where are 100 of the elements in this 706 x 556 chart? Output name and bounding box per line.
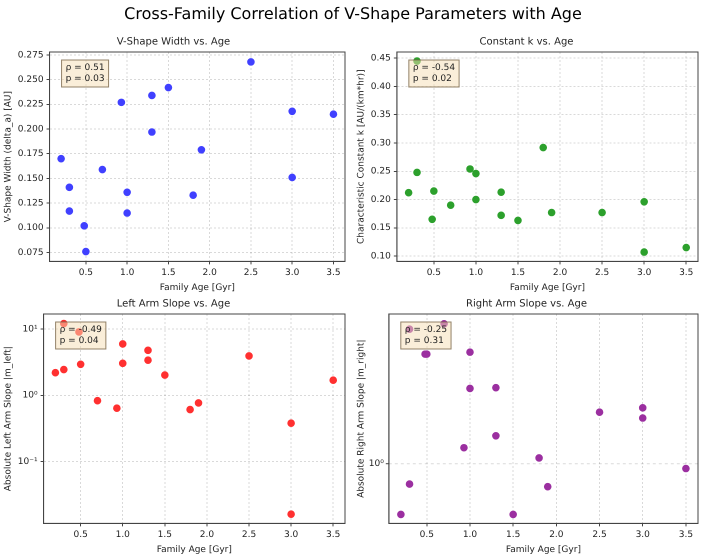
x-tick-label: 3.0 — [636, 268, 652, 278]
point — [466, 384, 474, 392]
x-tick-label: 2.5 — [592, 530, 607, 540]
x-axis-title: Family Age [Gyr] — [510, 282, 585, 293]
x-tick-label: 0.5 — [78, 268, 94, 278]
x-tick-label: 1.0 — [462, 530, 478, 540]
x-tick-label: 1.0 — [468, 268, 484, 278]
y-tick-label: 0.35 — [370, 110, 391, 120]
x-tick-label: 0.5 — [420, 530, 434, 540]
point — [60, 366, 68, 374]
y-tick-label: 0.200 — [18, 124, 44, 134]
point — [539, 144, 548, 152]
y-tick-label: 0.25 — [370, 166, 391, 177]
chart-title: Right Arm Slope vs. Age — [466, 298, 587, 310]
x-tick-label: 0.5 — [73, 530, 88, 540]
x-tick-label: 1.5 — [510, 268, 526, 278]
point — [492, 384, 500, 392]
x-tick-label: 2.5 — [244, 268, 258, 278]
point — [413, 168, 421, 176]
x-axis-title: Family Age [Gyr] — [156, 544, 232, 555]
point — [118, 360, 127, 368]
point — [194, 399, 202, 407]
x-tick-label: 2.0 — [202, 268, 218, 278]
point — [682, 244, 690, 252]
point — [466, 348, 474, 356]
y-tick-label: 0.100 — [18, 223, 44, 234]
y-tick-label: 0.15 — [370, 223, 391, 234]
point — [287, 510, 295, 518]
y-axis-title: V-Shape Width (delta_a) [AU] — [4, 91, 14, 222]
point — [406, 480, 414, 488]
x-tick-label: 3.5 — [326, 530, 340, 540]
point — [596, 408, 604, 416]
y-tick-label: 0.125 — [18, 198, 44, 208]
x-tick-label: 1.0 — [120, 268, 135, 278]
point — [161, 371, 169, 379]
y-tick-label: 0.075 — [18, 248, 44, 258]
y-tick-label: 0.250 — [18, 75, 44, 85]
point — [198, 146, 206, 154]
point — [148, 128, 156, 136]
point — [428, 215, 436, 224]
point — [144, 356, 152, 364]
x-tick-label: 1.5 — [158, 530, 172, 540]
annotation: ρ = 0.51 p = 0.03 — [66, 62, 105, 84]
point — [446, 201, 454, 209]
point — [598, 208, 606, 216]
point — [66, 207, 74, 215]
y-tick-label: 0.40 — [370, 82, 392, 92]
x-tick-label: 2.0 — [552, 268, 568, 278]
y-tick-label: 0.175 — [18, 149, 44, 160]
point — [492, 432, 500, 440]
annotation: ρ = -0.49 p = 0.04 — [60, 324, 102, 346]
chart-title: V-Shape Width vs. Age — [116, 36, 230, 48]
point — [76, 360, 84, 368]
point — [80, 222, 88, 230]
point — [66, 184, 74, 192]
x-tick-label: 2.0 — [200, 530, 214, 540]
x-tick-label: 0.5 — [426, 268, 442, 278]
point — [287, 419, 295, 427]
point — [57, 154, 65, 162]
chart-title: Left Arm Slope vs. Age — [116, 298, 230, 310]
point — [94, 396, 102, 405]
y-axis-title: Characteristic Constant k [AU/(km*hr)] — [356, 69, 367, 244]
point — [330, 110, 338, 118]
x-axis-title: Family Age [Gyr] — [160, 282, 235, 293]
x-tick-label: 3.0 — [636, 530, 650, 540]
point — [535, 454, 543, 462]
point — [544, 482, 552, 490]
point — [247, 58, 255, 66]
y-tick-label: 0.225 — [18, 100, 44, 110]
point — [52, 368, 60, 377]
point — [638, 414, 647, 422]
point — [466, 165, 474, 173]
point — [638, 404, 647, 412]
point — [118, 340, 127, 348]
y-tick-label: 0.275 — [18, 50, 44, 60]
y-axis-title: Absolute Right Arm Slope |m_right| — [356, 339, 367, 498]
point — [164, 84, 172, 92]
chart-title: Constant k vs. Age — [480, 36, 574, 48]
text: Cross-Family Correlation of V-Shape Parameters with Age — [123, 4, 583, 23]
x-tick-label: 3.5 — [326, 268, 341, 278]
point — [640, 248, 648, 256]
x-tick-label: 1.0 — [116, 530, 130, 540]
point — [288, 107, 296, 116]
y-tick-label: 10¹ — [22, 324, 38, 335]
x-tick-label: 1.5 — [161, 268, 176, 278]
point — [514, 216, 522, 224]
point — [186, 406, 194, 414]
annotation: ρ = -0.25 p = 0.31 — [404, 324, 448, 346]
point — [460, 444, 468, 452]
point — [329, 376, 338, 384]
y-axis-title: Absolute Left Arm Slope |m_left| — [4, 346, 14, 492]
point — [82, 248, 90, 256]
annotation: ρ = -0.54 p = 0.02 — [412, 62, 456, 84]
point — [472, 170, 480, 178]
point — [548, 208, 556, 216]
point — [189, 191, 197, 200]
x-tick-label: 3.5 — [678, 530, 694, 540]
x-tick-label: 2.5 — [594, 268, 610, 278]
point — [682, 464, 690, 472]
x-tick-label: 3.0 — [284, 530, 299, 540]
